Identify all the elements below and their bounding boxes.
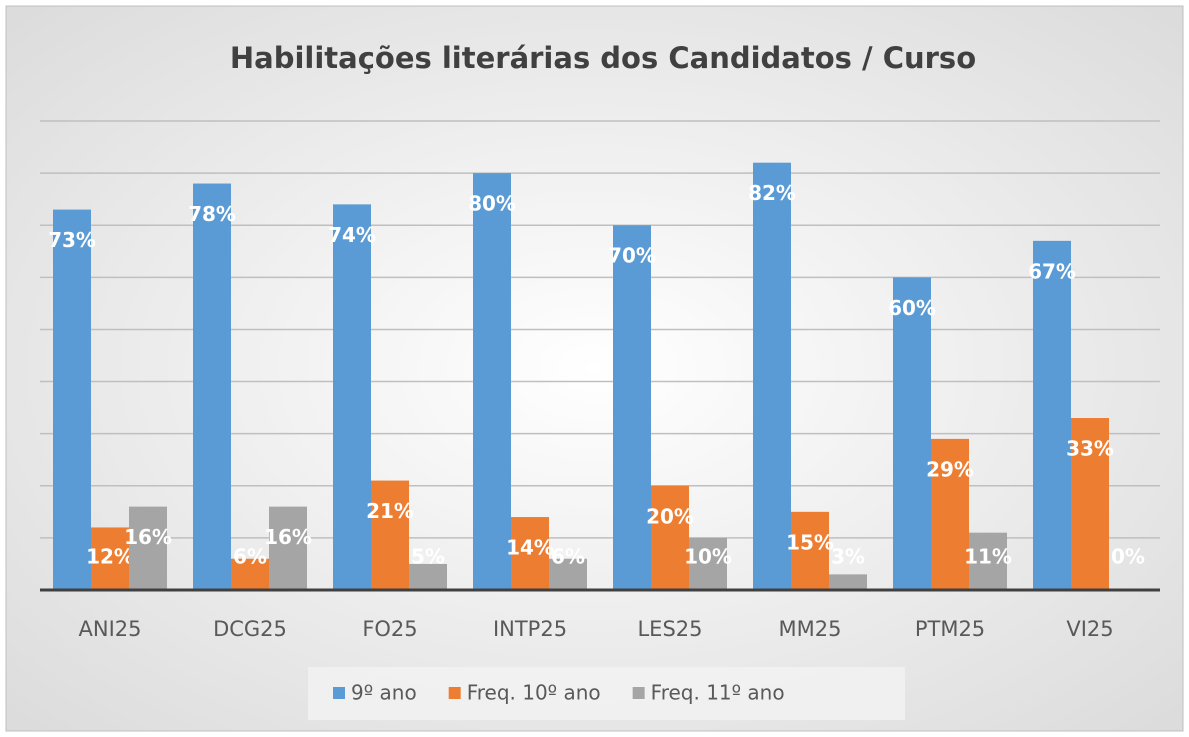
- bar: [1071, 418, 1109, 590]
- data-label: 10%: [684, 545, 732, 569]
- legend-swatch: [632, 687, 645, 699]
- x-tick-label: ANI25: [79, 617, 142, 641]
- data-label: 3%: [831, 545, 865, 569]
- bar: [549, 558, 587, 590]
- legend-label: 9º ano: [351, 681, 417, 705]
- x-tick-label: DCG25: [213, 617, 287, 641]
- data-label: 73%: [48, 228, 96, 252]
- legend-label: Freq. 10º ano: [467, 681, 601, 705]
- data-label: 78%: [188, 202, 236, 226]
- legend-box: [308, 667, 905, 720]
- data-label: 67%: [1028, 259, 1076, 283]
- bar: [893, 277, 931, 590]
- legend-label: Freq. 11º ano: [651, 681, 785, 705]
- data-label: 20%: [646, 504, 694, 528]
- chart-area: [5, 5, 1184, 732]
- data-label: 74%: [328, 223, 376, 247]
- bar: [269, 506, 307, 590]
- bar: [829, 574, 867, 590]
- bar: [91, 527, 129, 590]
- data-label: 33%: [1066, 437, 1114, 461]
- x-tick-label: FO25: [362, 617, 417, 641]
- bar: [689, 537, 727, 590]
- bar: [651, 485, 689, 590]
- x-tick-label: VI25: [1066, 617, 1113, 641]
- x-tick-label: MM25: [779, 617, 842, 641]
- data-label: 12%: [86, 545, 134, 569]
- data-label: 70%: [608, 244, 656, 268]
- data-label: 21%: [366, 499, 414, 523]
- x-tick-label: PTM25: [915, 617, 985, 641]
- bar: [129, 506, 167, 590]
- bar: [193, 183, 231, 591]
- data-label: 80%: [468, 192, 516, 216]
- data-label: 0%: [1111, 545, 1145, 569]
- x-tick-label: LES25: [637, 617, 702, 641]
- bar: [1033, 240, 1071, 590]
- data-label: 5%: [411, 545, 445, 569]
- data-label: 15%: [786, 530, 834, 554]
- bar: [931, 438, 969, 590]
- data-label: 16%: [264, 525, 312, 549]
- chart-title: Habilitações literárias dos Candidatos /…: [230, 41, 976, 75]
- bar: [969, 532, 1007, 590]
- data-label: 11%: [964, 545, 1012, 569]
- data-label: 14%: [506, 536, 554, 560]
- bar: [409, 563, 447, 590]
- bar: [753, 162, 791, 590]
- bar: [511, 517, 549, 590]
- x-tick-label: INTP25: [493, 617, 567, 641]
- legend-swatch: [448, 687, 461, 699]
- bar: [231, 558, 269, 590]
- bar: [791, 511, 829, 590]
- data-label: 29%: [926, 457, 974, 481]
- bar: [473, 173, 511, 590]
- data-label: 6%: [233, 545, 267, 569]
- bar: [613, 225, 651, 590]
- bar: [333, 204, 371, 590]
- bar: [53, 209, 91, 591]
- bar: [371, 480, 409, 590]
- data-label: 16%: [124, 525, 172, 549]
- data-label: 6%: [551, 545, 585, 569]
- legend-swatch: [333, 687, 345, 699]
- data-label: 82%: [748, 181, 796, 205]
- data-label: 60%: [888, 296, 936, 320]
